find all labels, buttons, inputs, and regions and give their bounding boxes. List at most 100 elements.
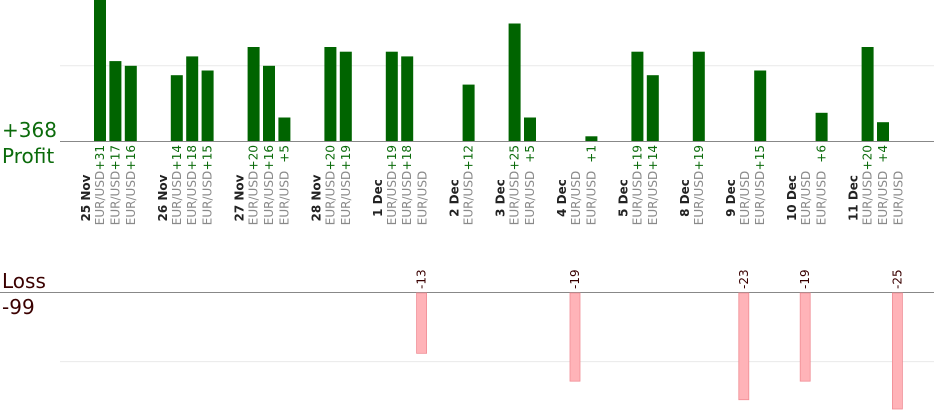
profit-total: +368 — [2, 118, 57, 142]
profit-bar — [201, 70, 214, 141]
profit-value-label: +20 — [861, 145, 875, 170]
profit-bar — [109, 61, 122, 141]
profit-bar — [339, 51, 352, 142]
date-label: 3 Dec — [494, 179, 508, 217]
pair-label: EUR/USD — [339, 171, 353, 225]
profit-value-label: +18 — [400, 145, 414, 170]
pair-label: EUR/USD — [462, 171, 476, 225]
profit-value-label: +14 — [646, 145, 660, 170]
profit-value-label: +5 — [277, 145, 291, 163]
profit-bar — [170, 75, 183, 141]
profit-value-label: +4 — [876, 145, 890, 163]
profit-bar — [692, 51, 705, 142]
loss-value-label: -25 — [890, 269, 904, 289]
pair-label: EUR/USD — [569, 171, 583, 225]
pair-label: EUR/USD — [753, 171, 767, 225]
pair-label: EUR/USD — [815, 171, 829, 225]
profit-bar — [401, 56, 414, 141]
loss-value-label: -19 — [798, 269, 812, 289]
pair-label: EUR/USD — [170, 171, 184, 225]
date-label: 1 Dec — [371, 179, 385, 217]
pair-label: EUR/USD — [799, 171, 813, 225]
loss-bar — [892, 292, 903, 410]
loss-bar — [416, 292, 428, 354]
profit-bar — [94, 0, 106, 141]
pair-label: EUR/USD — [323, 171, 337, 225]
profit-value-label: +19 — [339, 145, 353, 170]
profit-bar — [508, 23, 521, 141]
profit-value-label: +18 — [185, 145, 199, 170]
profit-value-label: +15 — [753, 145, 767, 170]
profit-bar — [815, 112, 828, 141]
pair-label: EUR/USD — [262, 171, 276, 225]
pair-label: EUR/USD — [247, 171, 261, 225]
date-label: 9 Dec — [724, 179, 738, 217]
profit-bar — [278, 117, 291, 141]
date-label: 5 Dec — [616, 179, 630, 217]
pair-label: EUR/USD — [124, 171, 138, 225]
profit-value-label: +16 — [124, 145, 138, 170]
date-label: 8 Dec — [678, 179, 692, 217]
profit-bar — [124, 65, 137, 141]
pair-label: EUR/USD — [508, 171, 522, 225]
loss-total: -99 — [2, 295, 35, 319]
pair-label: EUR/USD — [108, 171, 122, 225]
profit-value-label: +1 — [584, 145, 598, 163]
profit-bar — [631, 51, 644, 142]
profit-value-label: +6 — [815, 145, 829, 163]
profit-value-label: +20 — [247, 145, 261, 170]
profit-bar — [524, 117, 536, 141]
pair-label: EUR/USD — [584, 171, 598, 225]
pair-label: EUR/USD — [400, 171, 414, 225]
pair-label: EUR/USD — [738, 171, 752, 225]
date-label: 2 Dec — [448, 179, 462, 217]
profit-label: Profit — [2, 144, 55, 168]
profit-bar — [877, 122, 889, 141]
date-label: 10 Dec — [785, 175, 799, 221]
loss-value-label: -19 — [568, 269, 582, 289]
pair-label: EUR/USD — [891, 171, 905, 225]
loss-value-label: -13 — [415, 269, 429, 289]
pair-label: EUR/USD — [523, 171, 537, 225]
profit-bar — [462, 84, 475, 141]
pair-label: EUR/USD — [185, 171, 199, 225]
profit-value-label: +14 — [170, 145, 184, 170]
date-label: 4 Dec — [555, 179, 569, 217]
date-label: 28 Nov — [309, 174, 323, 221]
profit-bar — [263, 65, 275, 141]
profit-value-label: +25 — [508, 145, 522, 170]
pair-label: EUR/USD — [201, 171, 215, 225]
profit-value-label: +12 — [462, 145, 476, 170]
profit-value-label: +5 — [523, 145, 537, 163]
profit-value-label: +16 — [262, 145, 276, 170]
profit-bar — [324, 47, 337, 141]
date-label: 11 Dec — [847, 175, 861, 221]
profit-value-label: +15 — [201, 145, 215, 170]
pair-label: EUR/USD — [861, 171, 875, 225]
pair-label: EUR/USD — [385, 171, 399, 225]
loss-bar — [569, 292, 581, 382]
profit-bar — [861, 47, 874, 141]
pair-label: EUR/USD — [692, 171, 706, 225]
profit-bar — [754, 70, 767, 141]
profit-value-label: +20 — [323, 145, 337, 170]
pair-label: EUR/USD — [93, 171, 107, 225]
profit-value-label: +19 — [692, 145, 706, 170]
date-label: 26 Nov — [156, 174, 170, 221]
profit-value-label: +19 — [385, 145, 399, 170]
pair-label: EUR/USD — [646, 171, 660, 225]
pair-label: EUR/USD — [876, 171, 890, 225]
pair-label: EUR/USD — [630, 171, 644, 225]
profit-bar — [646, 75, 659, 141]
profit-value-label: +31 — [93, 145, 107, 170]
profit-bar — [186, 56, 199, 141]
pair-label: EUR/USD — [277, 171, 291, 225]
loss-bar — [738, 292, 750, 401]
profit-bar — [585, 136, 598, 141]
profit-bar — [247, 47, 260, 141]
profit-bar — [385, 51, 398, 142]
pair-label: EUR/USD — [416, 171, 430, 225]
profit-value-label: +19 — [630, 145, 644, 170]
loss-bar — [799, 292, 811, 382]
